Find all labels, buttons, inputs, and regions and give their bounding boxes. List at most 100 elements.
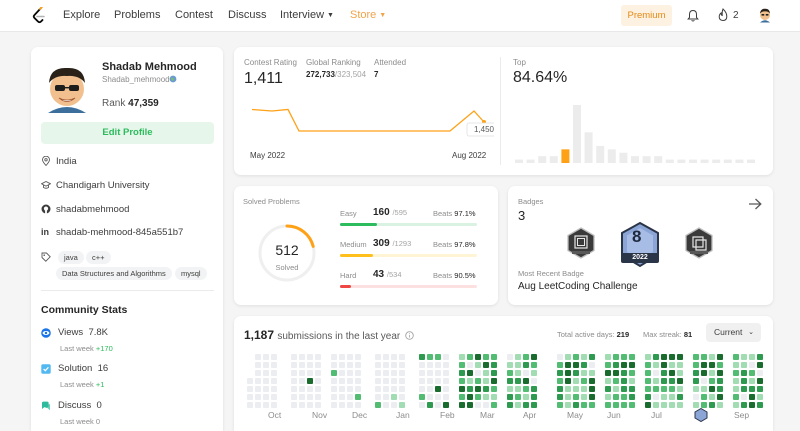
heatmap-cell[interactable] — [749, 362, 755, 368]
heatmap-cell[interactable] — [331, 362, 337, 368]
heatmap-cell[interactable] — [255, 370, 261, 376]
heatmap-cell[interactable] — [331, 402, 337, 408]
heatmap-cell[interactable] — [741, 362, 747, 368]
heatmap-cell[interactable] — [271, 370, 277, 376]
heatmap-cell[interactable] — [467, 362, 473, 368]
heatmap-cell[interactable] — [605, 370, 611, 376]
heatmap-cell[interactable] — [355, 378, 361, 384]
heatmap-cell[interactable] — [419, 402, 425, 408]
heatmap-cell[interactable] — [443, 386, 449, 392]
heatmap-cell[interactable] — [531, 362, 537, 368]
heatmap-cell[interactable] — [645, 354, 651, 360]
heatmap-cell[interactable] — [629, 354, 635, 360]
heatmap-cell[interactable] — [709, 354, 715, 360]
heatmap-cell[interactable] — [573, 386, 579, 392]
skill-tag[interactable]: c++ — [86, 251, 111, 264]
heatmap-cell[interactable] — [717, 354, 723, 360]
heatmap-cell[interactable] — [661, 386, 667, 392]
heatmap-cell[interactable] — [355, 394, 361, 400]
heatmap-cell[interactable] — [653, 402, 659, 408]
heatmap-cell[interactable] — [399, 394, 405, 400]
heatmap-cell[interactable] — [339, 362, 345, 368]
heatmap-cell[interactable] — [459, 386, 465, 392]
heatmap-cell[interactable] — [531, 394, 537, 400]
heatmap-cell[interactable] — [507, 362, 513, 368]
heatmap-cell[interactable] — [419, 378, 425, 384]
heatmap-cell[interactable] — [581, 386, 587, 392]
heatmap-cell[interactable] — [661, 378, 667, 384]
heatmap-cell[interactable] — [263, 378, 269, 384]
heatmap-cell[interactable] — [315, 370, 321, 376]
heatmap-cell[interactable] — [589, 378, 595, 384]
heatmap-cell[interactable] — [581, 394, 587, 400]
heatmap-cell[interactable] — [355, 370, 361, 376]
heatmap-cell[interactable] — [613, 378, 619, 384]
heatmap-cell[interactable] — [733, 354, 739, 360]
heatmap-cell[interactable] — [331, 378, 337, 384]
heatmap-cell[interactable] — [419, 394, 425, 400]
heatmap-cell[interactable] — [733, 362, 739, 368]
heatmap-cell[interactable] — [291, 370, 297, 376]
heatmap-cell[interactable] — [491, 378, 497, 384]
heatmap-cell[interactable] — [757, 370, 763, 376]
heatmap-cell[interactable] — [315, 378, 321, 384]
heatmap-cell[interactable] — [307, 354, 313, 360]
nav-store[interactable]: Store ▼ — [350, 9, 386, 21]
heatmap-cell[interactable] — [375, 354, 381, 360]
heatmap-cell[interactable] — [307, 370, 313, 376]
heatmap-cell[interactable] — [383, 394, 389, 400]
leetcode-logo-icon[interactable] — [32, 7, 46, 25]
heatmap-cell[interactable] — [693, 394, 699, 400]
heatmap-cell[interactable] — [621, 354, 627, 360]
skill-tag[interactable]: Data Structures and Algorithms — [56, 267, 172, 280]
heatmap-cell[interactable] — [741, 354, 747, 360]
heatmap-cell[interactable] — [749, 354, 755, 360]
heatmap-cell[interactable] — [515, 378, 521, 384]
heatmap-cell[interactable] — [741, 394, 747, 400]
premium-button[interactable]: Premium — [621, 5, 672, 26]
heatmap-cell[interactable] — [347, 362, 353, 368]
heatmap-cell[interactable] — [383, 402, 389, 408]
heatmap-cell[interactable] — [701, 386, 707, 392]
heatmap-cell[interactable] — [621, 402, 627, 408]
heatmap-cell[interactable] — [299, 378, 305, 384]
heatmap-cell[interactable] — [565, 394, 571, 400]
heatmap-cell[interactable] — [299, 370, 305, 376]
heatmap-cell[interactable] — [589, 394, 595, 400]
heatmap-cell[interactable] — [375, 370, 381, 376]
heatmap-cell[interactable] — [467, 402, 473, 408]
rating-line-chart[interactable]: 1,450 — [244, 102, 494, 147]
heatmap-cell[interactable] — [757, 378, 763, 384]
heatmap-cell[interactable] — [399, 402, 405, 408]
heatmap-cell[interactable] — [709, 378, 715, 384]
heatmap-cell[interactable] — [573, 378, 579, 384]
heatmap-cell[interactable] — [483, 386, 489, 392]
heatmap-cell[interactable] — [435, 362, 441, 368]
heatmap-cell[interactable] — [581, 402, 587, 408]
heatmap-cell[interactable] — [391, 386, 397, 392]
heatmap-cell[interactable] — [255, 378, 261, 384]
heatmap-cell[interactable] — [347, 402, 353, 408]
heatmap-cell[interactable] — [661, 394, 667, 400]
heatmap-cell[interactable] — [613, 362, 619, 368]
heatmap-cell[interactable] — [263, 394, 269, 400]
heatmap-cell[interactable] — [653, 362, 659, 368]
heatmap-cell[interactable] — [355, 354, 361, 360]
heatmap-cell[interactable] — [427, 394, 433, 400]
heatmap-cell[interactable] — [383, 386, 389, 392]
heatmap-cell[interactable] — [629, 394, 635, 400]
heatmap-cell[interactable] — [263, 362, 269, 368]
heatmap-cell[interactable] — [629, 362, 635, 368]
heatmap-cell[interactable] — [565, 386, 571, 392]
heatmap-cell[interactable] — [399, 370, 405, 376]
edit-profile-button[interactable]: Edit Profile — [41, 122, 214, 144]
heatmap-cell[interactable] — [749, 386, 755, 392]
distribution-chart[interactable] — [515, 99, 760, 163]
heatmap-cell[interactable] — [605, 402, 611, 408]
heatmap-cell[interactable] — [263, 354, 269, 360]
heatmap-cell[interactable] — [557, 362, 563, 368]
nav-interview[interactable]: Interview ▼ — [280, 9, 334, 21]
heatmap-cell[interactable] — [621, 394, 627, 400]
heatmap-cell[interactable] — [589, 386, 595, 392]
heatmap-cell[interactable] — [669, 354, 675, 360]
